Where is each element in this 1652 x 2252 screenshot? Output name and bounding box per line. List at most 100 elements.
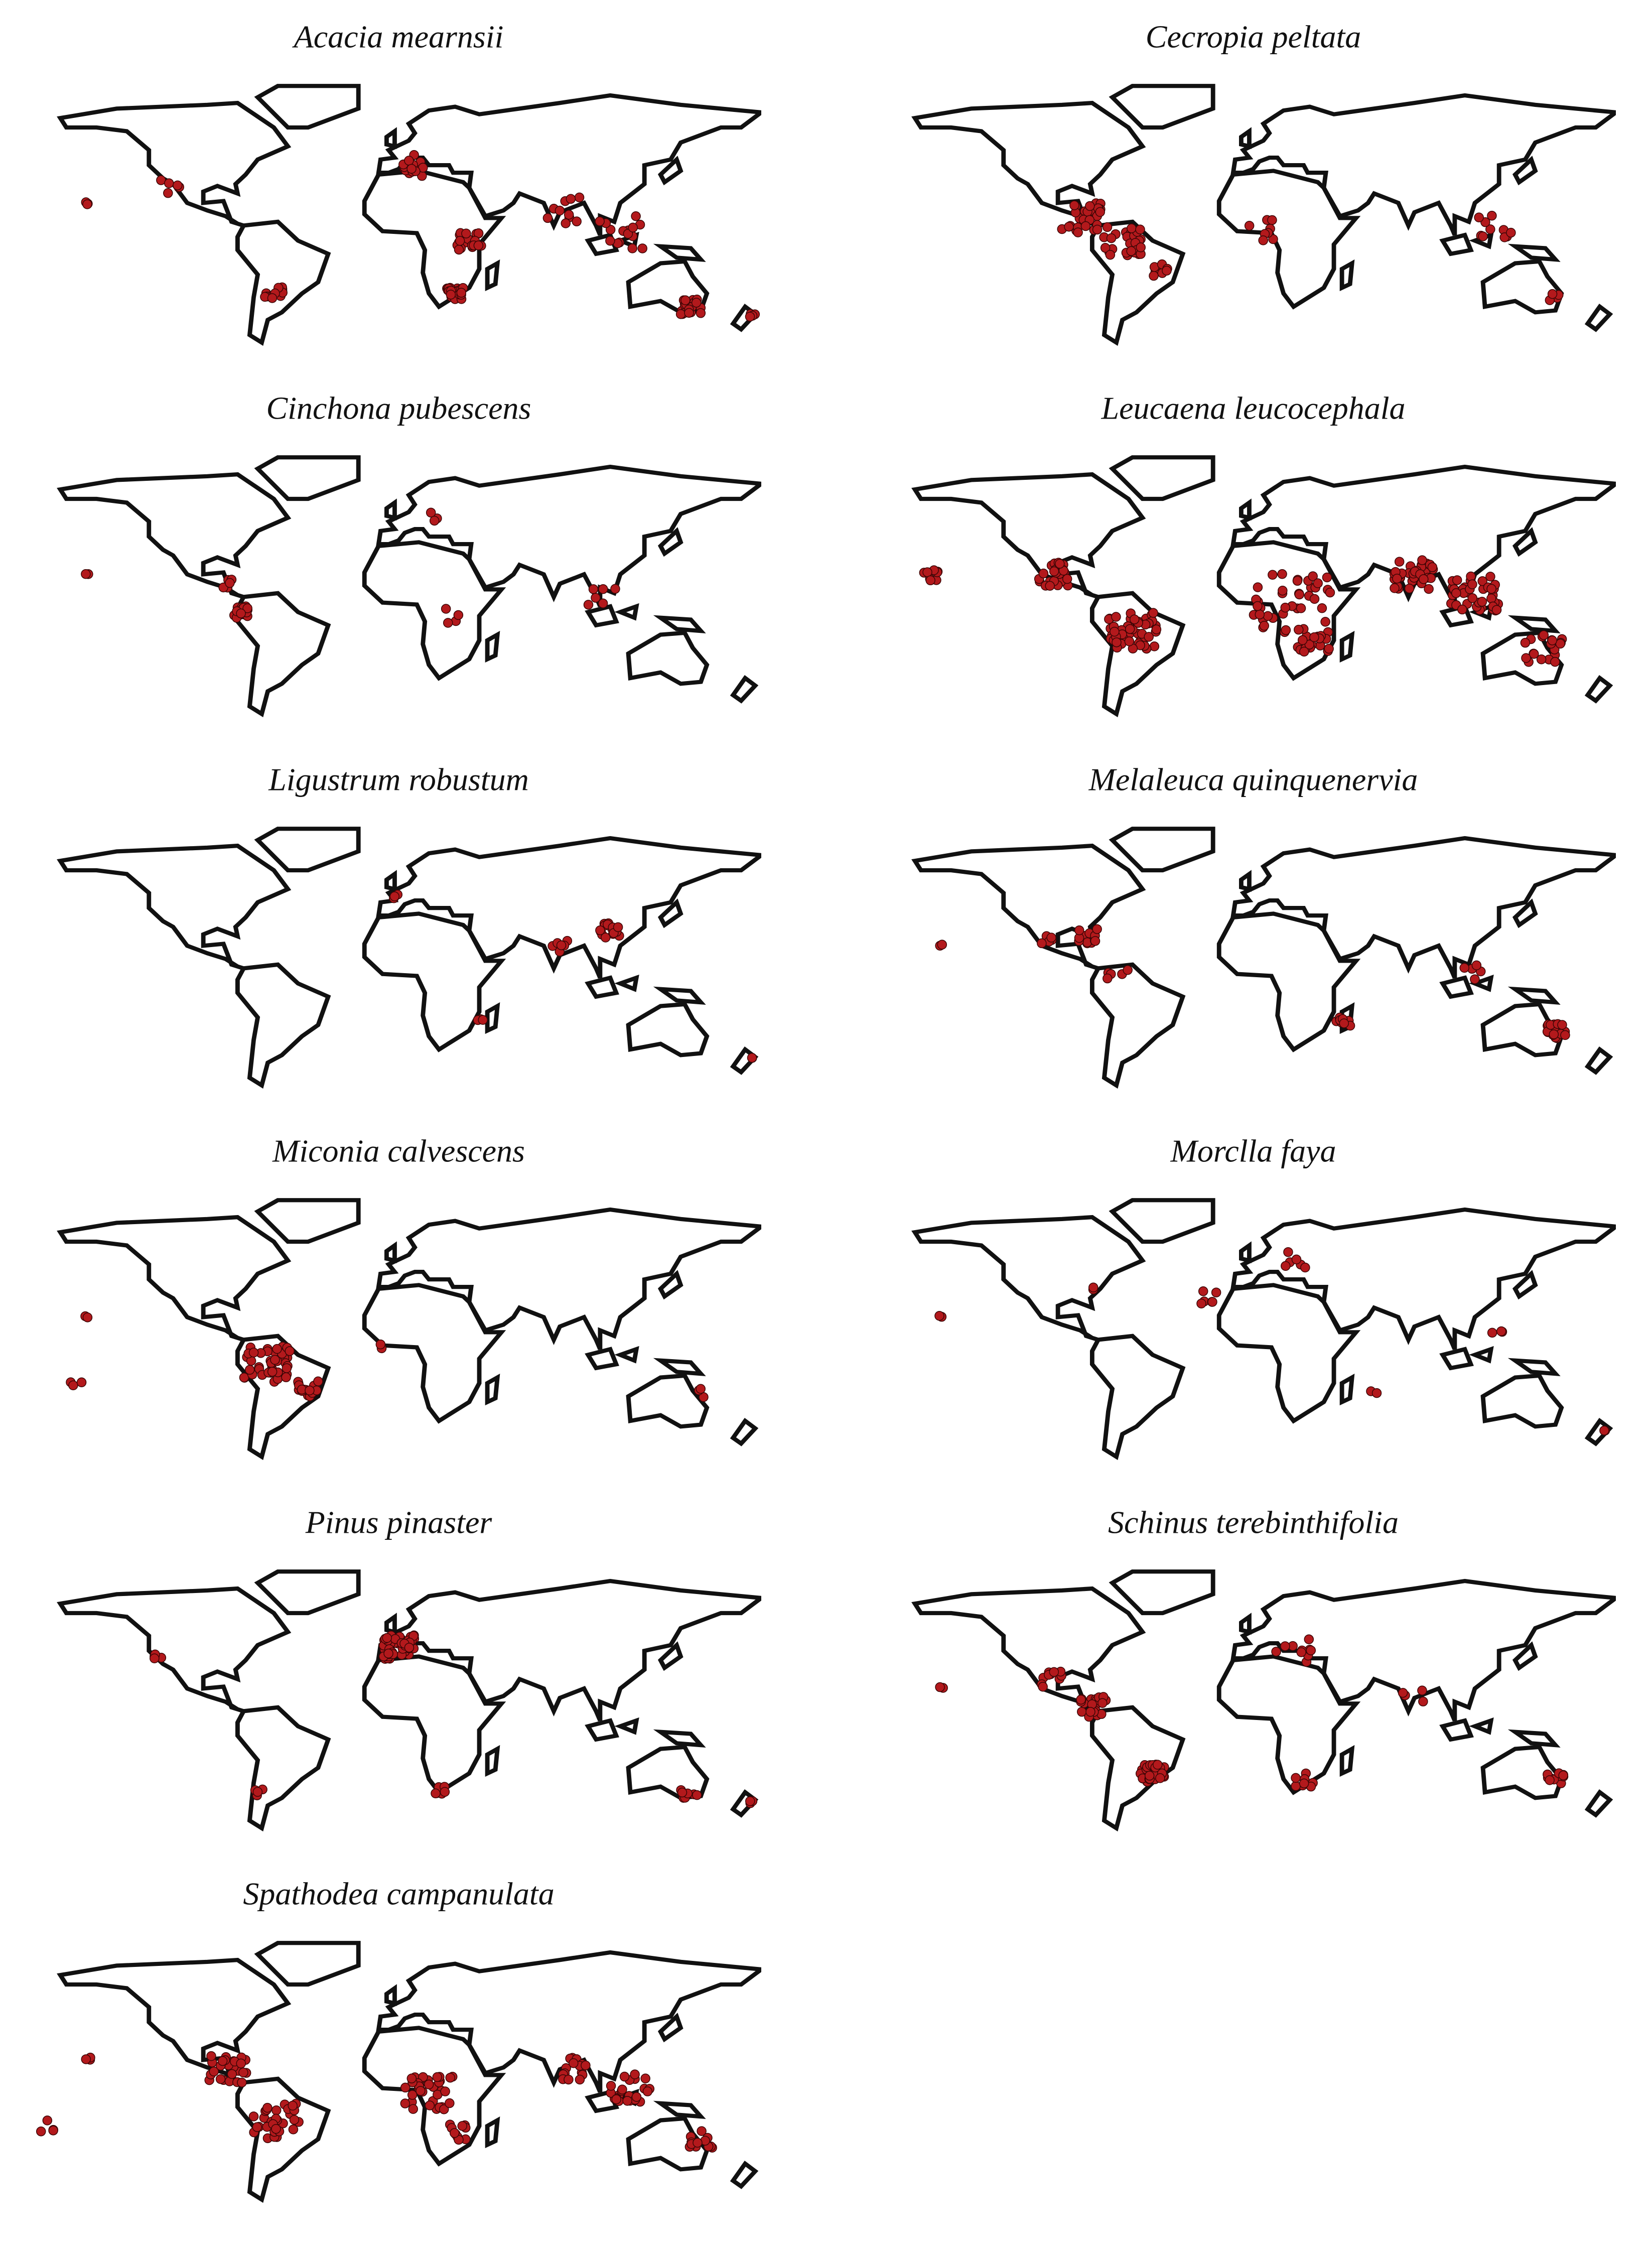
occurrence-dot (416, 2086, 426, 2096)
occurrence-dot (600, 933, 611, 943)
occurrence-dot (1097, 1698, 1108, 1708)
occurrence-dot (1599, 1425, 1609, 1436)
world-map (915, 1200, 1616, 1456)
occurrence-dot (236, 2058, 246, 2069)
occurrence-dot (1536, 654, 1547, 665)
occurrence-dot (252, 2122, 262, 2132)
occurrence-dot (1545, 1775, 1555, 1785)
occurrence-dot (1325, 587, 1335, 598)
occurrence-dot (1390, 583, 1400, 593)
map-panel: Leucaena leucocephala (915, 390, 1616, 714)
world-map (60, 457, 761, 714)
occurrence-dot (440, 2086, 450, 2096)
occurrence-dot (691, 298, 702, 308)
occurrence-dot (281, 1372, 291, 1382)
occurrence-dot (677, 1787, 687, 1798)
occurrence-dot (237, 2077, 247, 2088)
occurrence-dot (680, 295, 691, 306)
world-map (915, 457, 1616, 714)
occurrence-dot (1253, 582, 1263, 592)
occurrence-dot (1296, 1647, 1306, 1657)
occurrence-dot (935, 1682, 945, 1692)
occurrence-dot (244, 1365, 255, 1375)
occurrence-dot (1211, 1287, 1221, 1297)
occurrence-dot (305, 1385, 315, 1396)
occurrence-dot (272, 1344, 282, 1354)
occurrence-dot (1102, 222, 1113, 232)
occurrence-dot (82, 199, 92, 209)
world-map (60, 86, 761, 342)
occurrence-dot (36, 2127, 46, 2137)
occurrence-dot (173, 180, 183, 191)
occurrence-dot (1547, 289, 1558, 299)
occurrence-dot (1320, 617, 1330, 627)
occurrence-dot (1149, 271, 1159, 281)
occurrence-dot (1162, 266, 1172, 276)
occurrence-dot (1394, 557, 1405, 567)
occurrence-dot (1064, 221, 1074, 232)
occurrence-dot (922, 567, 932, 577)
occurrence-dot (1299, 646, 1309, 657)
map-title: Pinus pinaster (305, 1505, 493, 1540)
occurrence-dot (81, 569, 91, 579)
occurrence-dot (1244, 221, 1255, 231)
occurrence-dot (1062, 574, 1072, 584)
occurrence-dot (566, 194, 576, 204)
occurrence-dot (1253, 601, 1263, 611)
occurrence-dot (206, 2051, 216, 2061)
occurrence-dot (1491, 605, 1502, 615)
occurrence-dot (1123, 965, 1133, 975)
occurrence-dot (288, 2100, 298, 2111)
occurrence-dot (1309, 632, 1319, 642)
occurrence-dot (583, 600, 594, 610)
occurrence-dot (1291, 1773, 1301, 1783)
map-title: Melaleuca quinquenervia (1088, 762, 1418, 798)
map-panel: Miconia calvescens (60, 1133, 761, 1457)
occurrence-dot (564, 209, 574, 220)
occurrence-dot (1486, 593, 1496, 604)
occurrence-dot (696, 1384, 706, 1394)
occurrence-dot (745, 1796, 755, 1806)
map-title: Cinchona pubescens (266, 390, 531, 426)
occurrence-dot (443, 618, 453, 628)
occurrence-dot (1324, 643, 1334, 654)
occurrence-dot (150, 1653, 160, 1663)
occurrence-dot (588, 584, 599, 594)
occurrence-dot (1105, 250, 1116, 260)
occurrence-dot (1136, 242, 1146, 252)
occurrence-dot (1292, 576, 1303, 586)
occurrence-dot (611, 2094, 621, 2104)
occurrence-dot (288, 2125, 299, 2135)
occurrence-dot (1308, 571, 1318, 581)
occurrence-dot (82, 1312, 93, 1322)
occurrence-dot (1466, 571, 1476, 582)
occurrence-dot (637, 243, 647, 253)
occurrence-dot (925, 575, 935, 586)
occurrence-dot (1049, 566, 1059, 577)
occurrence-dot (1110, 626, 1120, 637)
occurrence-dot (1521, 653, 1531, 663)
occurrence-dot (934, 1310, 944, 1321)
map-title: Cecropia peltata (1146, 19, 1361, 55)
occurrence-dot (455, 236, 465, 246)
world-map (915, 1571, 1616, 1828)
occurrence-dot (1506, 227, 1516, 238)
occurrence-dot (1478, 231, 1488, 241)
occurrence-dot (1417, 555, 1427, 565)
occurrence-dot (605, 236, 615, 246)
map-panel: Spathodea campanulata (36, 1876, 761, 2200)
occurrence-dot (238, 2067, 248, 2078)
occurrence-dot (400, 2098, 410, 2108)
occurrence-dot (400, 2082, 410, 2093)
occurrence-dot (1267, 215, 1277, 225)
occurrence-dot (1299, 1778, 1309, 1789)
occurrence-dot (1255, 609, 1265, 620)
occurrence-dot (449, 2128, 460, 2138)
occurrence-dot (1457, 604, 1467, 615)
world-map (60, 1200, 761, 1456)
occurrence-dot (408, 2104, 419, 2114)
occurrence-dot (542, 213, 553, 223)
occurrence-dot (1294, 589, 1305, 600)
occurrence-dot (225, 578, 235, 588)
occurrence-dot (1111, 612, 1121, 622)
